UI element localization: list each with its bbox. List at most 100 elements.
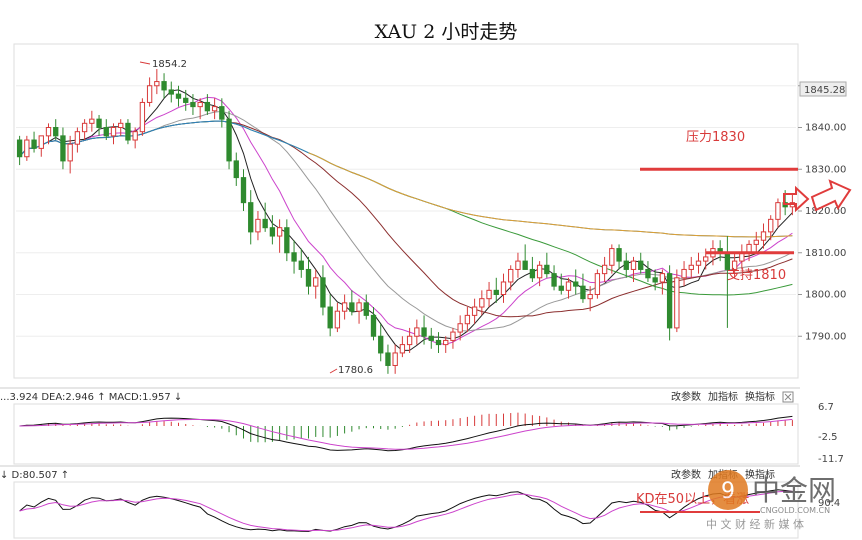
candle bbox=[276, 219, 283, 253]
candle bbox=[370, 307, 377, 341]
macd-toolbar: 改参数 加指标 换指标 bbox=[671, 390, 794, 403]
candle bbox=[435, 332, 442, 353]
y-tick-label: 1810.00 bbox=[805, 248, 846, 259]
candle bbox=[269, 215, 276, 245]
high-label: 1854.2 bbox=[152, 59, 187, 70]
candle bbox=[240, 169, 247, 211]
candle bbox=[291, 240, 297, 274]
price-axis: 1850.001840.001830.001820.001810.001800.… bbox=[798, 81, 846, 342]
candle bbox=[731, 252, 738, 278]
y-tick-label: 1840.00 bbox=[805, 123, 846, 134]
candle bbox=[190, 94, 196, 115]
candle bbox=[558, 273, 564, 295]
arrow-up-right-icon bbox=[810, 179, 852, 212]
candle bbox=[486, 281, 492, 308]
kd-switch-indicator[interactable]: 换指标 bbox=[745, 468, 775, 481]
kd-label: ↓ D:80.507 ↑ bbox=[0, 470, 69, 481]
candle bbox=[327, 294, 333, 337]
candle bbox=[53, 119, 59, 141]
d-line bbox=[19, 490, 793, 532]
candle bbox=[471, 298, 478, 324]
candle bbox=[544, 252, 550, 278]
last-price-box bbox=[799, 81, 847, 97]
candle bbox=[38, 135, 44, 157]
candle bbox=[406, 327, 413, 353]
candle bbox=[24, 135, 30, 161]
candle bbox=[16, 135, 23, 166]
watermark-url: CNGOLD.COM.CN bbox=[760, 506, 830, 515]
candle bbox=[703, 248, 709, 270]
candle bbox=[183, 89, 189, 111]
candle bbox=[262, 202, 268, 232]
candle bbox=[551, 265, 557, 291]
candle bbox=[529, 256, 536, 282]
kd-tick: 90.4 bbox=[818, 498, 840, 509]
candle bbox=[760, 223, 767, 249]
y-tick-label: 1790.00 bbox=[805, 331, 846, 342]
candle bbox=[775, 198, 781, 228]
candle bbox=[587, 286, 593, 312]
candle bbox=[81, 119, 88, 141]
candle bbox=[479, 290, 485, 316]
candle bbox=[392, 344, 398, 374]
macd-tick-bottom: -11.7 bbox=[818, 454, 844, 465]
candle bbox=[652, 269, 658, 291]
candle bbox=[674, 269, 680, 333]
candle bbox=[399, 336, 406, 358]
candle bbox=[219, 98, 225, 128]
candle bbox=[695, 252, 702, 274]
candle bbox=[573, 269, 579, 295]
macd-tick-mid: -2.5 bbox=[818, 432, 838, 443]
watermark: 9 中金网 CNGOLD.COM.CN 中 文 财 经 新 媒 体 bbox=[706, 470, 836, 531]
candle bbox=[320, 265, 326, 316]
candle bbox=[146, 77, 153, 107]
ma10-line bbox=[19, 96, 793, 345]
candle bbox=[457, 315, 463, 341]
candle bbox=[67, 135, 73, 174]
macd-close-icon[interactable] bbox=[782, 391, 794, 403]
candle bbox=[175, 85, 182, 107]
dif-line bbox=[19, 415, 793, 452]
macd-add-indicator[interactable]: 加指标 bbox=[708, 390, 738, 403]
candle bbox=[233, 152, 239, 186]
candle bbox=[125, 119, 131, 145]
candle bbox=[31, 131, 37, 153]
candle bbox=[753, 231, 759, 253]
dea-line bbox=[19, 418, 793, 450]
candle bbox=[356, 298, 362, 324]
candle bbox=[681, 261, 687, 287]
candle bbox=[515, 252, 521, 278]
macd-switch-indicator[interactable]: 换指标 bbox=[745, 390, 775, 403]
candle bbox=[132, 127, 138, 149]
candle bbox=[211, 98, 218, 120]
watermark-sub: 中 文 财 经 新 媒 体 bbox=[706, 517, 804, 531]
candle bbox=[630, 256, 637, 282]
candle bbox=[341, 294, 348, 320]
candle bbox=[580, 273, 586, 303]
candle bbox=[421, 315, 427, 345]
candle bbox=[103, 119, 109, 141]
svg-text:9: 9 bbox=[721, 479, 735, 504]
macd-change-params[interactable]: 改参数 bbox=[671, 390, 701, 403]
candle bbox=[768, 215, 774, 241]
candle bbox=[298, 248, 304, 278]
candle bbox=[428, 327, 434, 349]
support-label: 支持1810 bbox=[727, 268, 786, 283]
resistance-label: 压力1830 bbox=[686, 130, 745, 145]
candle bbox=[638, 252, 644, 274]
candle bbox=[594, 269, 601, 299]
candle bbox=[666, 265, 673, 341]
candle bbox=[493, 277, 499, 303]
candle bbox=[609, 244, 615, 274]
candle bbox=[500, 273, 507, 303]
kd-change-params[interactable]: 改参数 bbox=[671, 468, 701, 481]
candle bbox=[204, 94, 211, 115]
candle bbox=[659, 269, 666, 295]
candle bbox=[60, 127, 66, 170]
candle bbox=[522, 244, 528, 270]
chart-title: XAU 2 小时走势 bbox=[375, 21, 518, 43]
macd-tick-top: 6.7 bbox=[818, 402, 834, 413]
low-label: 1780.6 bbox=[338, 365, 373, 376]
candle bbox=[45, 123, 52, 145]
candle bbox=[168, 81, 174, 103]
